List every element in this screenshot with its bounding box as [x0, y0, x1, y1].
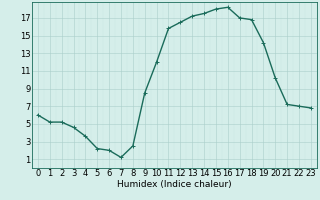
X-axis label: Humidex (Indice chaleur): Humidex (Indice chaleur) [117, 180, 232, 189]
